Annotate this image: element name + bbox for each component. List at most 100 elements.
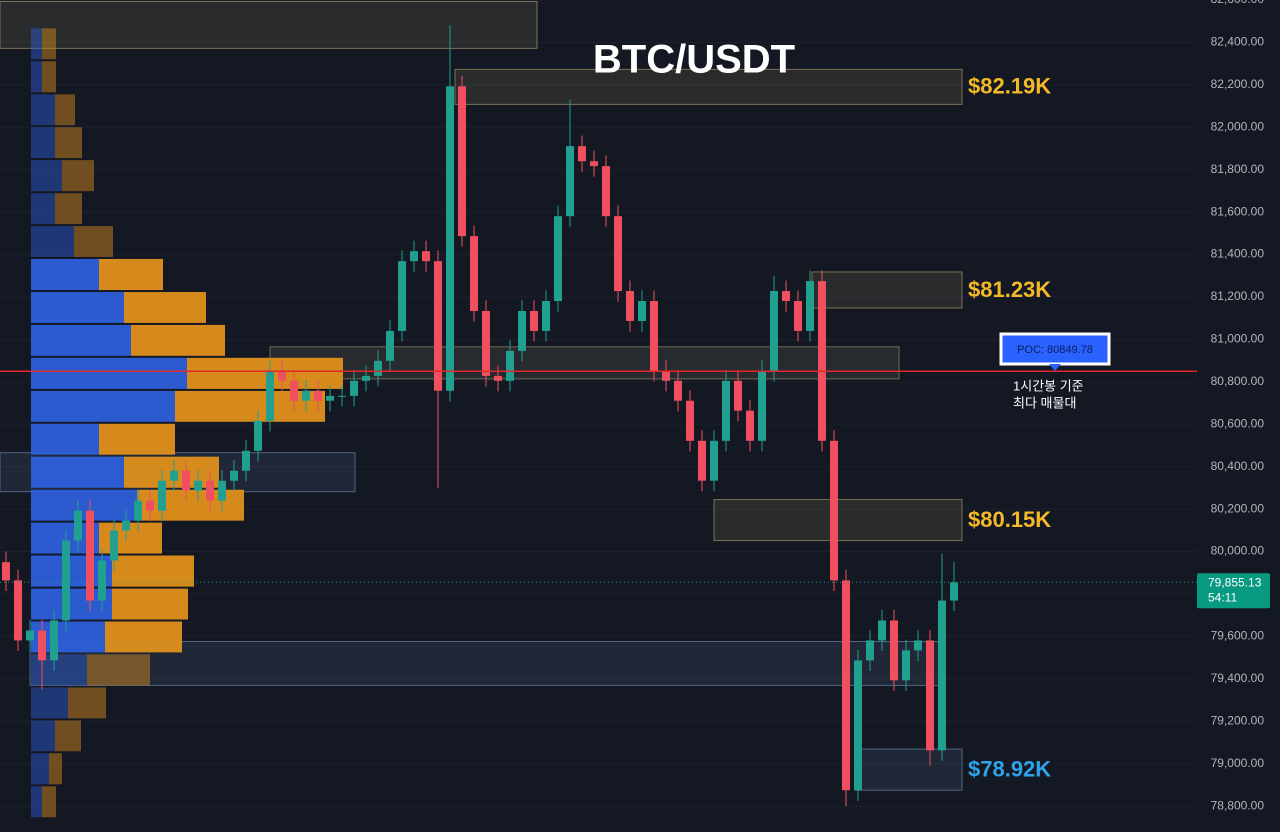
candle-body	[98, 560, 106, 601]
buy-volume	[31, 489, 137, 521]
y-tick-label: 82,400.00	[1211, 35, 1265, 49]
candle-body	[890, 620, 898, 681]
candle-body	[326, 395, 334, 401]
poc-pointer	[1049, 364, 1061, 371]
candle-body	[794, 301, 802, 331]
y-tick-label: 81,800.00	[1211, 162, 1265, 176]
buy-volume	[31, 160, 62, 192]
candle-body	[686, 400, 694, 441]
candle-body	[662, 370, 670, 381]
candle-body	[926, 640, 934, 751]
buy-volume	[31, 786, 42, 818]
y-tick-label: 80,000.00	[1211, 544, 1265, 558]
candle-body	[950, 582, 958, 601]
candle-body	[2, 562, 10, 581]
buy-volume	[31, 324, 131, 356]
buy-volume	[31, 127, 55, 159]
candle-body	[842, 580, 850, 791]
buy-volume	[31, 720, 55, 752]
zone	[811, 271, 963, 309]
sell-volume	[55, 720, 81, 752]
note: 최다 매물대	[1013, 395, 1076, 410]
y-tick-label: 81,200.00	[1211, 289, 1265, 303]
y-tick-label: 81,400.00	[1211, 247, 1265, 261]
candle-body	[878, 620, 886, 641]
sell-volume	[87, 654, 150, 686]
candle-body	[278, 370, 286, 381]
candle-body	[902, 650, 910, 681]
candle-body	[158, 480, 166, 511]
buy-volume	[31, 753, 49, 785]
zone	[269, 346, 900, 380]
candle-body	[38, 630, 46, 661]
buy-volume	[31, 390, 175, 422]
candle-body	[470, 236, 478, 311]
buy-volume	[31, 456, 124, 488]
chart-title: BTC/USDT	[593, 38, 795, 82]
sell-volume	[99, 522, 162, 554]
candle-body	[626, 291, 634, 321]
candle-body	[734, 380, 742, 411]
candle-body	[314, 390, 322, 401]
y-tick-label: 80,800.00	[1211, 374, 1265, 388]
last-price-box	[1197, 573, 1270, 609]
sell-volume	[99, 258, 163, 291]
sell-volume	[131, 324, 225, 356]
y-tick-label: 79,200.00	[1211, 713, 1265, 727]
sell-volume	[187, 357, 343, 389]
sell-volume	[49, 753, 62, 785]
candle-body	[614, 216, 622, 292]
buy-volume	[31, 258, 99, 291]
y-tick-label: 78,800.00	[1211, 798, 1265, 812]
candle-body	[374, 360, 382, 376]
sell-volume	[124, 292, 206, 323]
sell-volume	[62, 160, 94, 192]
zone	[454, 68, 963, 105]
candle-body	[458, 86, 466, 237]
candle-body	[350, 380, 358, 396]
candle-body	[398, 261, 406, 331]
candle-body	[650, 301, 658, 371]
candle-body	[818, 281, 826, 441]
y-tick-label: 82,000.00	[1211, 119, 1265, 133]
y-tick-label: 81,600.00	[1211, 204, 1265, 218]
sell-volume	[137, 489, 244, 521]
candle-body	[230, 470, 238, 481]
sell-volume	[112, 588, 188, 620]
candle-body	[758, 370, 766, 441]
zone-label: $78.92K	[968, 756, 1051, 781]
candle-body	[146, 500, 154, 511]
buy-volume	[31, 423, 99, 455]
candle-body	[698, 440, 706, 481]
sell-volume	[55, 127, 82, 159]
overlay: $82.19K $81.23K $80.15K $78.92K POC: 80849.7…	[0, 74, 1270, 781]
zone	[854, 748, 963, 791]
candle-body	[482, 310, 490, 376]
candle-body	[302, 390, 310, 401]
y-tick-label: 79,400.00	[1211, 671, 1265, 685]
candle-body	[530, 310, 538, 331]
sell-volume	[42, 61, 56, 93]
candle-body	[386, 330, 394, 361]
candle-body	[338, 395, 346, 397]
y-tick-label: 79,600.00	[1211, 629, 1265, 643]
y-tick-label: 80,400.00	[1211, 459, 1265, 473]
candle-body	[254, 420, 262, 451]
candle-body	[14, 580, 22, 641]
candle-body	[770, 291, 778, 371]
buy-volume	[31, 357, 187, 389]
candle-body	[746, 410, 754, 441]
zone-label: $82.19K	[968, 74, 1051, 99]
buy-volume	[31, 226, 74, 257]
buy-volume	[31, 61, 42, 93]
candle-body	[722, 380, 730, 441]
sell-volume	[55, 193, 82, 225]
last-price-label: 79,855.13	[1208, 575, 1262, 589]
zone	[0, 0, 538, 49]
note: 1시간봉 기준	[1013, 378, 1084, 393]
candle-body	[446, 86, 454, 391]
candle-body	[494, 375, 502, 381]
candle-body	[422, 251, 430, 262]
buy-volume	[31, 193, 55, 225]
candle-body	[362, 375, 370, 381]
